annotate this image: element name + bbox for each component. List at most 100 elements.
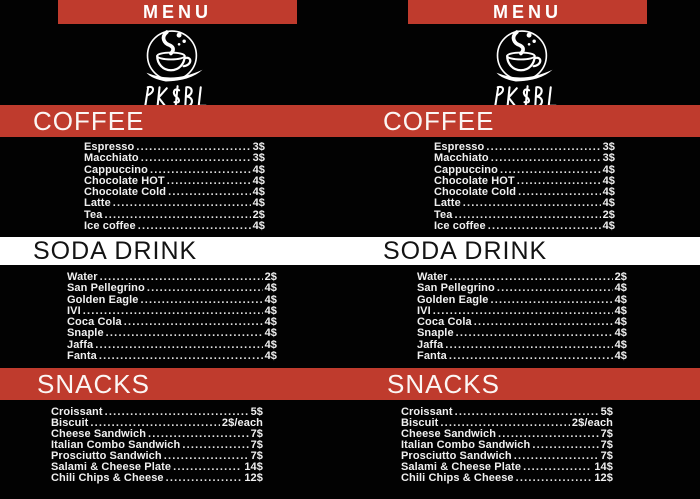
- menu-panel-right: MENU PK&BL COFFEE Espresso 3$: [350, 0, 700, 499]
- dot-leader: [445, 339, 612, 351]
- item-name: Macchiato: [434, 152, 489, 165]
- menu-item-row: Macchiato 3$: [84, 152, 265, 165]
- item-name: Salami & Cheese Plate: [401, 461, 522, 473]
- item-name: Cheese Sandwich: [51, 428, 147, 440]
- menu-item-row: Tea 2$: [434, 208, 615, 221]
- logo: PK&BL: [0, 28, 350, 109]
- dot-leader: [113, 197, 251, 209]
- item-name: Chocolate Cold: [434, 186, 517, 199]
- menu-item-row: Chocolate Cold 4$: [84, 186, 265, 199]
- dot-leader: [516, 472, 593, 484]
- dot-leader: [167, 175, 251, 187]
- menu-item-row: Golden Eagle 4$: [417, 294, 627, 306]
- section-bar-snacks: SNACKS: [0, 368, 350, 400]
- item-price: 3$: [602, 152, 615, 165]
- item-name: Latte: [84, 197, 111, 210]
- item-name: Tea: [84, 208, 103, 221]
- menu-item-row: Croissant 5$: [401, 406, 613, 418]
- dot-leader: [454, 209, 600, 221]
- menu-item-row: Biscuit 2$/each: [401, 417, 613, 429]
- dot-leader: [449, 350, 613, 362]
- item-name: Salami & Cheese Plate: [51, 461, 172, 473]
- dot-leader: [456, 327, 613, 339]
- item-price: 4$: [602, 163, 615, 176]
- item-name: Croissant: [51, 406, 103, 418]
- menu-item-row: Salami & Cheese Plate 14$: [51, 461, 263, 473]
- menu-banner-label: MENU: [143, 1, 212, 22]
- item-price: 4$: [614, 316, 627, 329]
- item-price: 4$: [614, 282, 627, 295]
- item-name: Prosciutto Sandwich: [401, 450, 512, 462]
- item-name: Chocolate Cold: [84, 186, 167, 199]
- item-name: Ice coffee: [434, 220, 486, 233]
- dot-leader: [147, 282, 263, 294]
- item-price: 12$: [594, 472, 613, 484]
- item-price: 14$: [244, 461, 263, 473]
- item-name: Snaple: [417, 327, 454, 340]
- item-price: 12$: [244, 472, 263, 484]
- item-name: Cappuccino: [84, 163, 148, 176]
- item-price: 4$: [602, 174, 615, 187]
- item-name: Chocolate HOT: [434, 174, 515, 187]
- dot-leader: [95, 339, 262, 351]
- dot-leader: [150, 164, 251, 176]
- menu-panel-left: MENU PK&BL COFFEE Espresso 3$: [0, 0, 350, 499]
- menu-item-row: Golden Eagle 4$: [67, 293, 277, 306]
- dot-leader: [104, 209, 250, 221]
- item-price: 4$: [614, 350, 627, 363]
- logo: PK&BL: [350, 28, 700, 109]
- item-price: 2$/each: [571, 417, 613, 429]
- menu-item-row: Fanta 4$: [417, 350, 627, 363]
- item-price: 2$/each: [221, 417, 263, 429]
- item-name: Biscuit: [51, 417, 89, 429]
- coffee-item-list: Espresso 3$ Macchiato 3$ Cappuccino 4$ C…: [84, 141, 265, 233]
- dot-leader: [83, 305, 263, 317]
- item-price: 4$: [602, 220, 615, 233]
- item-name: IVI: [417, 304, 431, 317]
- item-name: Fanta: [67, 350, 97, 363]
- item-name: Cappuccino: [434, 163, 498, 176]
- item-name: Golden Eagle: [67, 293, 139, 306]
- menu-item-row: Italian Combo Sandwich 7$: [51, 439, 263, 451]
- item-name: Water: [67, 271, 98, 283]
- item-price: 4$: [614, 327, 627, 340]
- item-price: 7$: [600, 439, 613, 451]
- menu-item-row: Snaple 4$: [67, 327, 277, 339]
- section-title-soda-drink: SODA DRINK: [383, 236, 548, 265]
- item-price: 4$: [614, 304, 627, 317]
- item-price: 4$: [252, 163, 265, 176]
- menu-item-row: IVI 4$: [417, 304, 627, 317]
- item-name: Cheese Sandwich: [401, 428, 497, 440]
- item-name: Croissant: [401, 406, 453, 418]
- item-price: 4$: [264, 350, 277, 363]
- item-name: Italian Combo Sandwich: [401, 439, 531, 451]
- item-price: 7$: [250, 439, 263, 451]
- item-name: Jaffa: [417, 338, 444, 351]
- menu-item-row: Water 2$: [417, 271, 627, 283]
- menu-item-row: Fanta 4$: [67, 350, 277, 363]
- menu-item-row: Snaple 4$: [417, 327, 627, 340]
- dot-leader: [486, 141, 600, 153]
- menu-item-row: San Pellegrino 4$: [67, 282, 277, 294]
- dot-leader: [517, 175, 601, 187]
- item-price: 2$: [602, 208, 615, 221]
- menu-item-row: Cheese Sandwich 7$: [401, 428, 613, 440]
- menu-item-row: Espresso 3$: [434, 141, 615, 153]
- section-title-snacks: SNACKS: [387, 368, 500, 399]
- item-name: Macchiato: [84, 152, 139, 165]
- soda-item-list: Water 2$ San Pellegrino 4$ Golden Eagle …: [417, 271, 627, 363]
- dot-leader: [136, 141, 250, 153]
- menu-item-row: Chili Chips & Cheese 12$: [51, 472, 263, 484]
- dot-leader: [500, 164, 601, 176]
- item-name: Italian Combo Sandwich: [51, 439, 181, 451]
- item-price: 2$: [264, 271, 277, 283]
- section-title-coffee: COFFEE: [383, 105, 495, 136]
- item-price: 4$: [252, 197, 265, 210]
- item-price: 14$: [594, 461, 613, 473]
- item-price: 4$: [252, 186, 265, 199]
- item-name: Ice coffee: [84, 220, 136, 233]
- coffee-cup-logo-icon: [146, 30, 203, 82]
- menu-item-row: Latte 4$: [84, 197, 265, 210]
- item-price: 5$: [600, 406, 613, 418]
- coffee-cup-logo-icon: [496, 30, 553, 82]
